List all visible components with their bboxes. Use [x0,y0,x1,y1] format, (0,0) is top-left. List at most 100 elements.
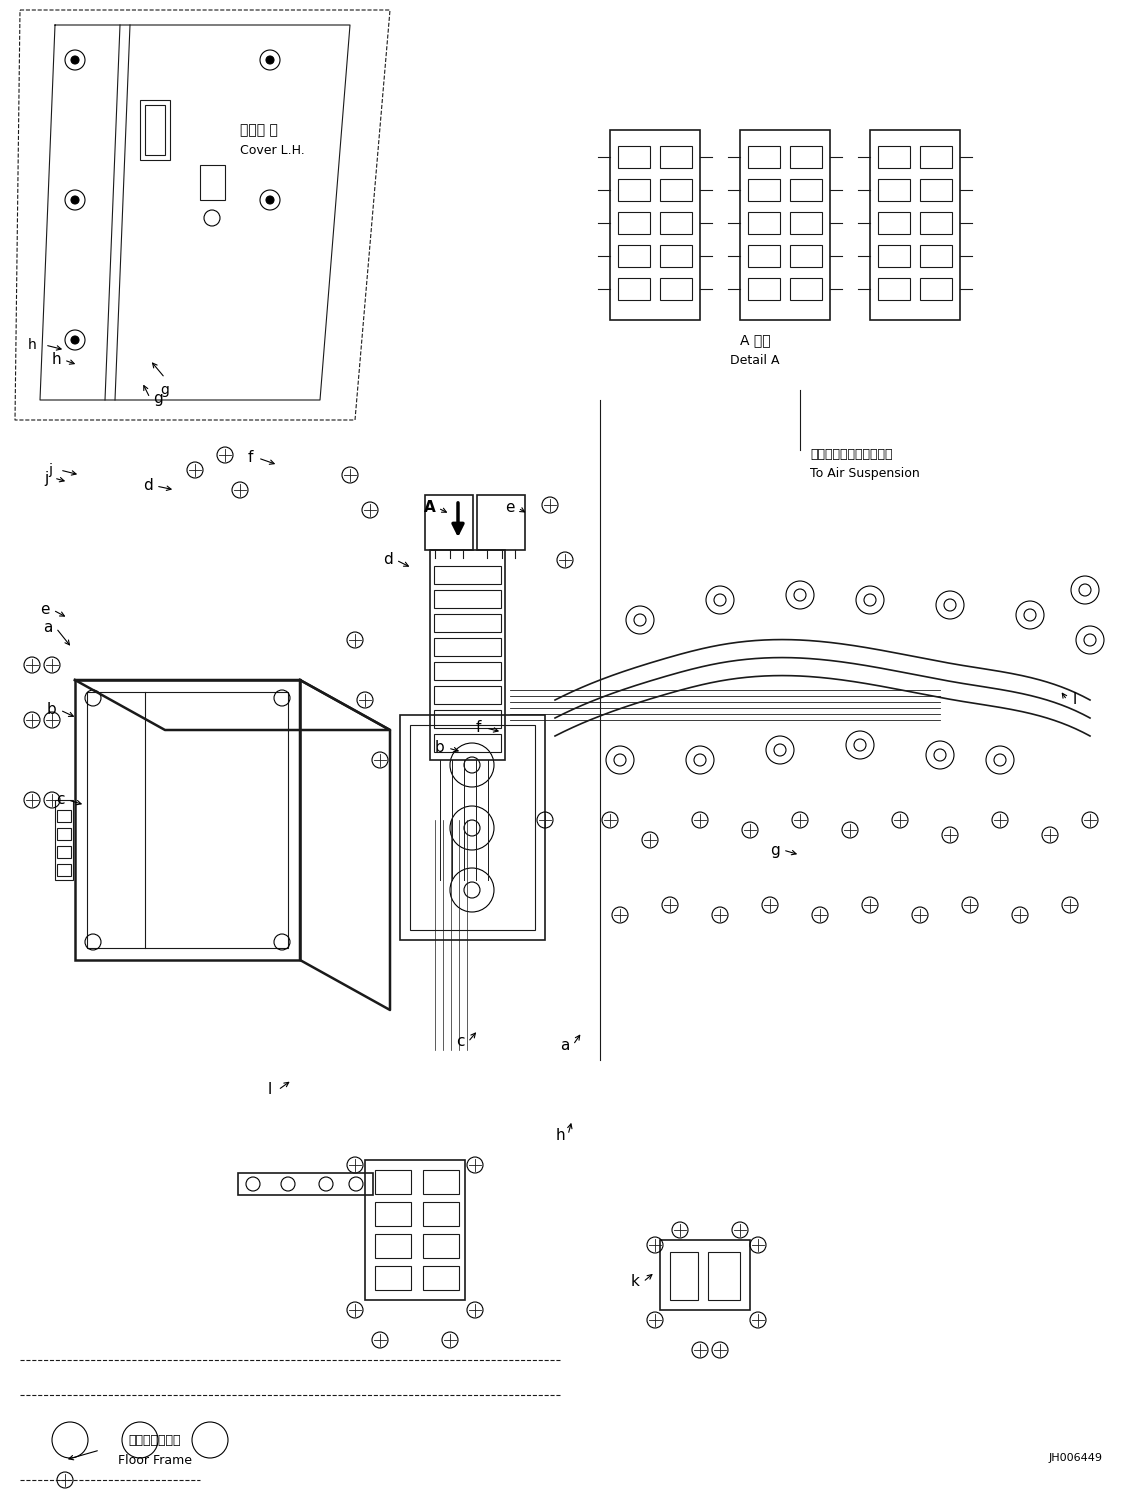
Circle shape [266,57,274,64]
Bar [708,1252,740,1300]
Bar [434,710,501,728]
Text: A: A [424,501,436,516]
Text: d: d [144,479,153,494]
Circle shape [71,335,79,344]
Text: f: f [247,450,253,465]
Text: b: b [47,702,57,717]
Bar [920,146,952,168]
Bar [660,1241,750,1311]
Bar [57,845,71,857]
Bar [238,1173,373,1194]
Bar [748,277,779,300]
Bar [410,725,535,930]
Bar [422,1170,459,1194]
Bar [740,130,830,321]
Text: h: h [556,1127,565,1142]
Bar [870,130,960,321]
Bar [660,277,692,300]
Bar [425,495,473,550]
Text: j: j [44,471,48,486]
Text: To Air Suspension: To Air Suspension [810,467,920,480]
Text: A 詳細: A 詳細 [739,332,770,347]
Bar [748,245,779,267]
Bar [790,146,822,168]
Text: e: e [40,602,49,617]
Bar [478,495,525,550]
Circle shape [71,57,79,64]
Text: g: g [770,842,779,857]
Text: d: d [383,553,393,568]
Bar [920,212,952,234]
Bar [400,716,545,939]
Bar [790,179,822,201]
Bar [375,1202,411,1226]
Bar [57,810,71,822]
Bar [434,638,501,656]
Bar [618,245,650,267]
Bar [140,100,170,160]
Text: h: h [52,352,61,367]
Bar [375,1235,411,1258]
Text: g: g [153,391,163,406]
Text: a: a [44,620,53,635]
Bar [618,146,650,168]
Text: k: k [630,1275,639,1290]
Bar [618,179,650,201]
Text: c: c [56,793,64,808]
Bar [618,277,650,300]
Bar [375,1170,411,1194]
Bar [422,1202,459,1226]
Bar [878,179,910,201]
Bar [434,590,501,608]
Bar [434,614,501,632]
Bar [660,212,692,234]
Bar [748,146,779,168]
Text: フロアフレーム: フロアフレーム [129,1433,181,1446]
Bar [422,1235,459,1258]
Bar [200,166,225,200]
Bar [878,146,910,168]
Text: Floor Frame: Floor Frame [118,1454,192,1467]
Text: JH006449: JH006449 [1049,1454,1103,1463]
Bar [434,686,501,704]
Bar [920,245,952,267]
Bar [670,1252,698,1300]
Text: j: j [48,464,52,477]
Text: a: a [560,1038,569,1053]
Bar [434,567,501,584]
Bar [878,212,910,234]
Bar [145,104,165,155]
Text: c: c [456,1035,464,1050]
Bar [57,828,71,839]
Bar [878,245,910,267]
Text: Cover L.H.: Cover L.H. [240,143,304,157]
Circle shape [71,195,79,204]
Bar [748,212,779,234]
Bar [434,662,501,680]
Bar [920,179,952,201]
Bar [920,277,952,300]
Bar [87,692,288,948]
Bar [434,734,501,751]
Text: f: f [475,720,481,735]
Bar [75,680,300,960]
Text: カバー 左: カバー 左 [240,122,278,137]
Bar [365,1160,465,1300]
Bar [660,245,692,267]
Bar [375,1266,411,1290]
Bar [790,245,822,267]
Text: g: g [161,383,170,397]
Bar [57,863,71,877]
Text: e: e [505,501,514,516]
Bar [790,277,822,300]
Bar [878,277,910,300]
Bar [748,179,779,201]
Bar [618,212,650,234]
Text: h: h [28,338,37,352]
Bar [55,801,73,880]
Text: l: l [1073,692,1077,708]
Bar [660,146,692,168]
Circle shape [266,195,274,204]
Text: b: b [435,741,445,756]
Bar [430,550,505,760]
